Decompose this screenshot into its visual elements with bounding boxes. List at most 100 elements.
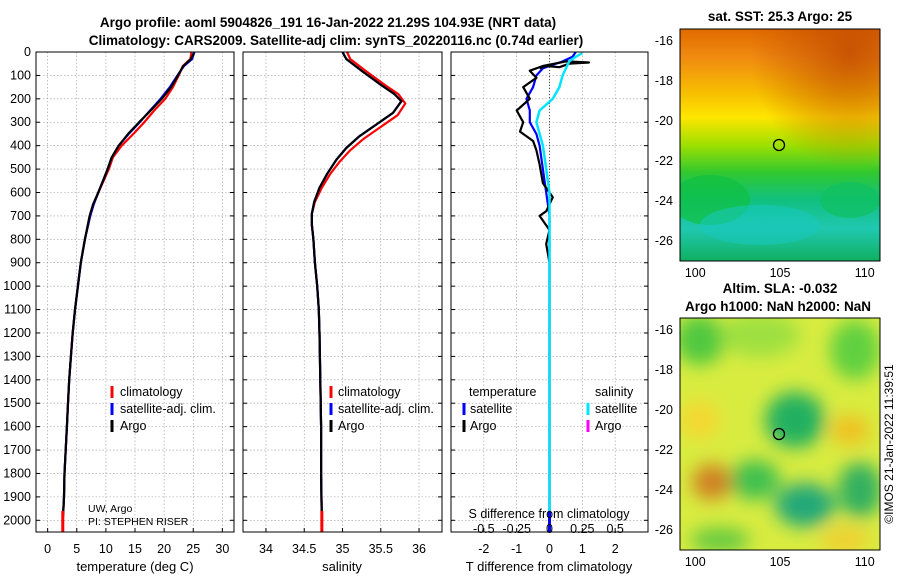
depth-tick-label: 400 xyxy=(10,139,31,153)
x-tick-label: 35.5 xyxy=(369,542,393,556)
depth-tick-label: 1100 xyxy=(4,303,31,317)
depth-tick-label: 1200 xyxy=(3,326,31,340)
legend-satellite-label: satellite-adj. clim. xyxy=(338,402,434,416)
sla-high-blob xyxy=(680,400,720,440)
depth-tick-label: 0 xyxy=(24,45,31,59)
depth-tick-label: 1400 xyxy=(3,373,31,387)
x-tick-label: 15 xyxy=(128,542,142,556)
x-tick-label: 36 xyxy=(412,542,426,556)
sla-blob xyxy=(720,318,800,357)
salinity-difference-tick-label: -0.25 xyxy=(502,522,531,536)
sla-map xyxy=(679,317,881,551)
depth-tick-label: 1500 xyxy=(3,396,31,410)
sla-blob xyxy=(730,460,780,500)
sla-high-blob xyxy=(820,526,870,550)
sst-map-title: sat. SST: 25.3 Argo: 25 xyxy=(708,9,853,24)
title-line-1: Argo profile: aoml 5904826_191 16-Jan-20… xyxy=(100,15,556,30)
map-x-tick-label: 105 xyxy=(770,555,791,569)
difference-top-label: S difference from climatology xyxy=(469,507,631,521)
difference-axis-label: T difference from climatology xyxy=(466,559,633,574)
depth-tick-label: 200 xyxy=(10,92,31,106)
legend-climatology-label: climatology xyxy=(120,385,183,399)
sla-map-x-ticks: 100 105 110 xyxy=(685,555,875,569)
salinity-difference-tick-label: 0.5 xyxy=(606,522,623,536)
sla-map-title-2: Argo h1000: NaN h2000: NaN xyxy=(685,299,871,314)
legend-temperature-header: temperature xyxy=(469,385,536,399)
imos-timestamp: ©IMOS 21-Jan-2022 11:39:51 xyxy=(882,364,896,524)
x-tick-label: 1 xyxy=(579,542,586,556)
map-y-tick-label: -20 xyxy=(655,114,673,128)
salinity-difference-tick-label: -0.5 xyxy=(473,522,495,536)
depth-tick-label: 1300 xyxy=(3,349,31,363)
legend-sal-argo-label: Argo xyxy=(595,419,621,433)
sla-high-blob xyxy=(830,415,870,445)
argo-float-marker xyxy=(772,138,786,152)
map-y-tick-label: -18 xyxy=(655,74,673,88)
x-tick-label: 2 xyxy=(612,542,619,556)
depth-tick-label: 100 xyxy=(10,68,31,82)
sst-green-patch-east xyxy=(820,182,880,218)
depth-tick-label: 1900 xyxy=(3,490,31,504)
x-tick-label: -2 xyxy=(478,542,489,556)
map-x-tick-label: 100 xyxy=(685,266,706,280)
x-tick-label: 10 xyxy=(99,542,113,556)
salinity-difference-tick-label: 0 xyxy=(546,522,553,536)
sla-blob xyxy=(830,320,880,380)
x-tick-label: 20 xyxy=(157,542,171,556)
depth-tick-label: 1800 xyxy=(3,466,31,480)
map-y-tick-label: -22 xyxy=(655,154,673,168)
legend-argo-label: Argo xyxy=(338,419,364,433)
map-x-tick-label: 105 xyxy=(770,266,791,280)
difference-panel xyxy=(450,51,649,533)
salinity-panel xyxy=(242,51,443,533)
depth-tick-label: 1600 xyxy=(3,420,31,434)
series-argo xyxy=(310,51,403,521)
sst-map xyxy=(679,28,881,262)
map-x-tick-label: 100 xyxy=(685,555,706,569)
depth-tick-label: 700 xyxy=(10,209,31,223)
x-tick-label: 30 xyxy=(215,542,229,556)
map-y-tick-label: -18 xyxy=(655,363,673,377)
salinity-panel-frame xyxy=(242,51,443,533)
salinity-x-ticks: 34 34.5 35 35.5 36 xyxy=(259,542,426,556)
map-y-tick-label: -16 xyxy=(655,34,673,48)
map-y-tick-label: -16 xyxy=(655,323,673,337)
sla-blob xyxy=(680,318,725,365)
salinity-axis-label: salinity xyxy=(322,559,362,574)
legend-temp-satellite-label: satellite xyxy=(470,402,512,416)
salinity-difference-ticks: -0.5 -0.25 0 0.25 0.5 xyxy=(473,522,624,536)
map-y-tick-label: -20 xyxy=(655,403,673,417)
sla-map-frame xyxy=(679,317,881,551)
argo-float-marker xyxy=(772,427,786,441)
sst-map-x-ticks: 100 105 110 xyxy=(685,266,875,280)
map-y-tick-label: -26 xyxy=(655,523,673,537)
salinity-difference-tick-label: 0.25 xyxy=(570,522,594,536)
sla-map-y-ticks: -16 -18 -20 -22 -24 -26 xyxy=(655,323,673,537)
temperature-x-ticks: 0 5 10 15 20 25 30 xyxy=(44,542,229,556)
depth-tick-label: 800 xyxy=(10,232,31,246)
sst-map-frame xyxy=(679,28,881,262)
x-tick-label: 34 xyxy=(259,542,273,556)
title-line-2: Climatology: CARS2009. Satellite-adj cli… xyxy=(89,33,583,48)
sst-map-y-ticks: -16 -18 -20 -22 -24 -26 xyxy=(655,34,673,248)
depth-axis: 0 100 200 300 400 500 600 700 800 900 1000 1100 1200… xyxy=(3,45,31,527)
sla-low-blob xyxy=(765,392,825,448)
sla-low-blob xyxy=(775,483,835,527)
map-y-tick-label: -26 xyxy=(655,234,673,248)
difference-legend: temperature satellite Argo salinity sate… xyxy=(462,385,637,433)
map-y-tick-label: -24 xyxy=(655,194,673,208)
depth-tick-label: 1700 xyxy=(3,443,31,457)
x-tick-label: 5 xyxy=(73,542,80,556)
sla-map-title-1: Altim. SLA: -0.032 xyxy=(723,281,838,296)
credit-pi: PI: STEPHEN RISER xyxy=(88,516,189,528)
legend-salinity-header: salinity xyxy=(595,385,634,399)
legend-temp-argo-label: Argo xyxy=(470,419,496,433)
sst-cyan-patch xyxy=(700,205,820,245)
series-salinity-satellite xyxy=(535,52,583,521)
legend-sal-satellite-label: satellite xyxy=(595,402,637,416)
x-tick-label: 34.5 xyxy=(292,542,316,556)
series-argo xyxy=(61,52,195,521)
series-temperature-satellite xyxy=(525,51,577,521)
map-x-tick-label: 110 xyxy=(855,555,875,569)
